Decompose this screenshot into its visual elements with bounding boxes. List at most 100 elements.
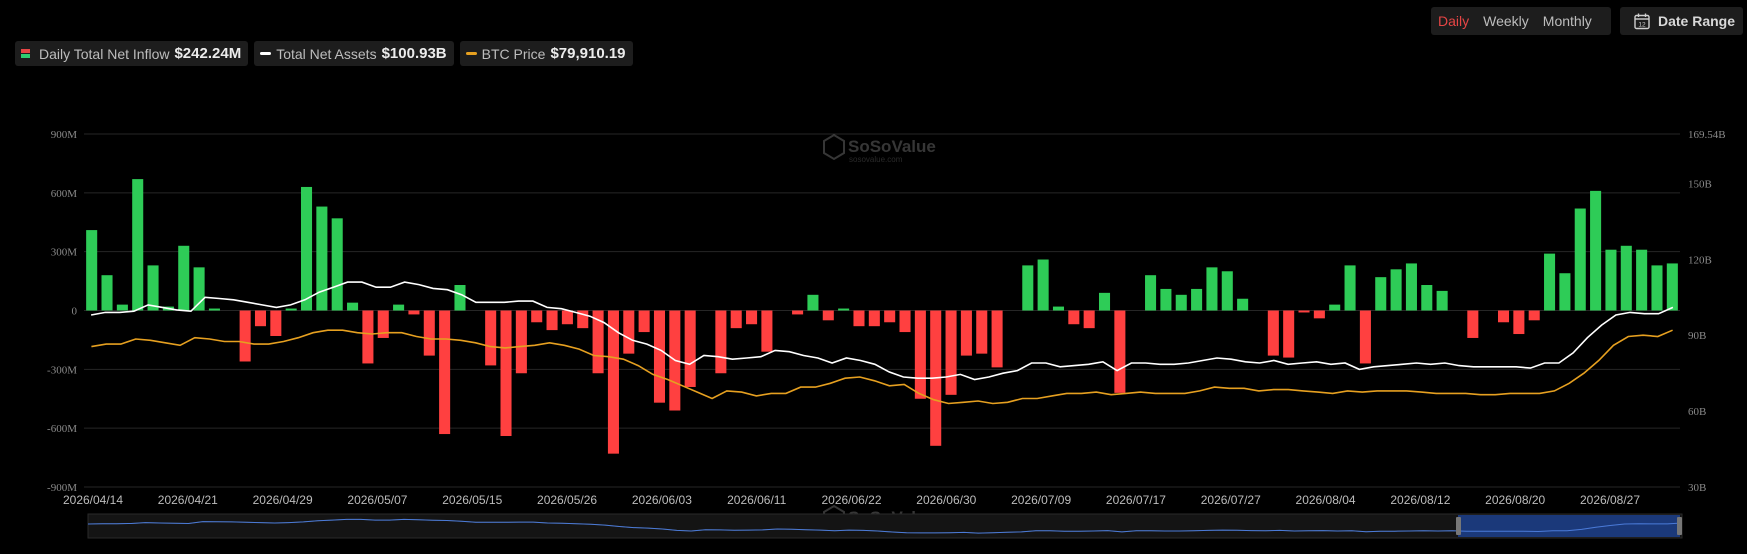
inflow-bar: [454, 285, 466, 311]
right-tick-label: 150B: [1688, 178, 1712, 190]
bar-series-net-inflow: [86, 179, 1678, 454]
legend-item-total-net-assets[interactable]: Total Net Assets $100.93B: [254, 41, 454, 66]
navigator-track: [87, 513, 1683, 539]
right-tick-label: 120B: [1688, 254, 1712, 266]
legend-item-btc-price[interactable]: BTC Price $79,910.19: [459, 41, 633, 66]
inflow-bar: [1359, 310, 1371, 364]
x-tick-label: 2026/08/04: [1296, 493, 1356, 507]
inflow-bar: [1221, 271, 1233, 311]
period-monthly-button[interactable]: Monthly: [1542, 13, 1592, 29]
inflow-bar: [1559, 273, 1571, 311]
inflow-bar: [1605, 249, 1617, 311]
date-range-label: Date Range: [1658, 13, 1736, 29]
inflow-bar: [792, 310, 804, 315]
bar-series-icon: [21, 49, 30, 58]
left-axis-ticks: 900M 600M 300M 0 -300M -600M -900M: [47, 129, 77, 494]
inflow-bar: [1513, 310, 1525, 335]
inflow-bar: [1098, 292, 1111, 311]
inflow-bar: [1636, 249, 1648, 311]
inflow-bar: [546, 310, 558, 331]
inflow-bar: [807, 294, 819, 311]
inflow-bar: [86, 230, 98, 311]
navigator-handle: [1677, 517, 1682, 535]
inflow-bar: [761, 310, 773, 352]
period-weekly-button[interactable]: Weekly: [1483, 13, 1529, 29]
inflow-bar: [592, 310, 604, 374]
inflow-bar: [746, 310, 758, 325]
left-tick-label: 300M: [51, 247, 78, 259]
left-tick-label: 900M: [51, 129, 78, 141]
inflow-bar: [1022, 265, 1034, 311]
inflow-bar: [101, 275, 113, 311]
inflow-bar: [116, 304, 128, 311]
inflow-bar: [423, 310, 435, 356]
inflow-bar: [132, 179, 144, 311]
inflow-bar: [822, 310, 834, 321]
x-tick-label: 2026/07/17: [1106, 493, 1166, 507]
inflow-bar: [1068, 310, 1080, 325]
x-tick-label: 2026/04/29: [253, 493, 313, 507]
date-range-button[interactable]: 12 Date Range: [1620, 7, 1743, 35]
inflow-bar: [515, 310, 527, 374]
x-tick-label: 2026/08/27: [1580, 493, 1640, 507]
inflow-bar: [1666, 263, 1678, 311]
legend-item-net-inflow[interactable]: Daily Total Net Inflow $242.24M: [15, 41, 249, 66]
x-tick-label: 2026/04/21: [158, 493, 218, 507]
inflow-bar: [1145, 275, 1157, 311]
legend-value: $100.93B: [381, 45, 447, 62]
calendar-icon: 12: [1634, 13, 1650, 29]
line-series: [90, 281, 1674, 405]
inflow-bar: [1436, 290, 1448, 311]
inflow-bar: [653, 310, 666, 403]
right-tick-label: 30B: [1688, 482, 1706, 494]
inflow-bar: [239, 310, 251, 362]
inflow-bar: [1083, 310, 1095, 329]
watermark-brand: SoSoValue: [848, 137, 936, 156]
inflow-bar: [638, 310, 650, 333]
inflow-bar: [331, 218, 343, 311]
logo-icon: [823, 133, 845, 161]
period-daily-button[interactable]: Daily: [1438, 13, 1470, 29]
right-axis-ticks: 169.54B 150B 120B 90B 60B 30B: [1688, 129, 1726, 494]
inflow-bar: [1283, 310, 1295, 358]
range-navigator[interactable]: [87, 513, 1683, 539]
inflow-bar: [439, 310, 451, 435]
inflow-bar: [1160, 288, 1172, 311]
inflow-bar: [147, 265, 159, 311]
line-series-icon: [465, 52, 477, 55]
inflow-bar: [1497, 310, 1510, 323]
right-tick-label: 169.54B: [1688, 129, 1726, 141]
x-tick-label: 2026/06/30: [916, 493, 976, 507]
inflow-bar: [1590, 190, 1602, 311]
inflow-bar: [1405, 263, 1417, 311]
inflow-bar: [531, 310, 543, 323]
inflow-bar: [316, 206, 328, 311]
inflow-bar: [485, 310, 497, 366]
inflow-bar: [1467, 310, 1479, 338]
btc-price-line: [91, 329, 1673, 405]
x-tick-label: 2026/06/11: [727, 493, 786, 507]
inflow-bar: [868, 310, 880, 327]
inflow-bar: [730, 310, 742, 329]
inflow-bar: [362, 310, 374, 364]
legend: Daily Total Net Inflow $242.24M Total Ne…: [15, 41, 633, 66]
left-tick-label: -300M: [47, 364, 77, 376]
left-tick-label: 0: [72, 306, 78, 318]
inflow-bar: [1375, 277, 1387, 311]
inflow-bar: [838, 308, 850, 311]
inflow-bar: [991, 310, 1003, 368]
inflow-bar: [1037, 259, 1049, 311]
inflow-bar: [1651, 265, 1663, 311]
inflow-bar: [347, 302, 359, 311]
x-tick-label: 2026/07/09: [1011, 493, 1071, 507]
inflow-bar: [393, 304, 405, 311]
legend-label: Total Net Assets: [276, 45, 377, 62]
inflow-bar: [285, 308, 297, 311]
right-tick-label: 60B: [1688, 406, 1706, 418]
navigator-selection-line: [87, 518, 1683, 534]
inflow-bar: [607, 310, 619, 454]
navigator-handle: [1456, 517, 1461, 535]
inflow-bar: [408, 310, 420, 315]
